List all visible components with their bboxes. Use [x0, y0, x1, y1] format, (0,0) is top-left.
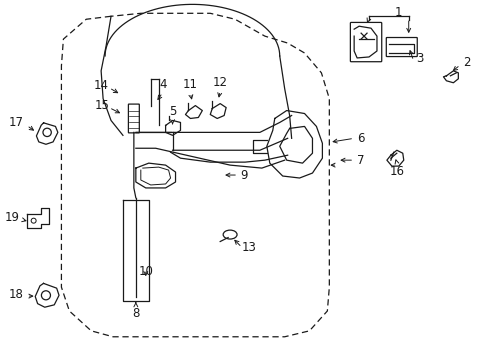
- Text: 11: 11: [183, 78, 198, 91]
- Text: 7: 7: [356, 154, 364, 167]
- Text: 5: 5: [168, 105, 176, 118]
- Text: 1: 1: [394, 6, 402, 19]
- Text: 18: 18: [9, 288, 24, 301]
- Text: 2: 2: [462, 57, 470, 69]
- Text: 10: 10: [138, 265, 153, 278]
- Text: 16: 16: [388, 165, 404, 178]
- Text: 13: 13: [242, 241, 256, 254]
- Text: 15: 15: [94, 99, 109, 112]
- Text: 17: 17: [9, 116, 24, 129]
- Text: 3: 3: [416, 53, 423, 66]
- Text: 14: 14: [94, 79, 109, 92]
- Text: 8: 8: [132, 307, 139, 320]
- Text: 6: 6: [356, 132, 364, 145]
- Text: 19: 19: [5, 211, 20, 224]
- Text: 4: 4: [159, 78, 166, 91]
- Text: 9: 9: [240, 168, 247, 181]
- Text: 12: 12: [212, 76, 227, 89]
